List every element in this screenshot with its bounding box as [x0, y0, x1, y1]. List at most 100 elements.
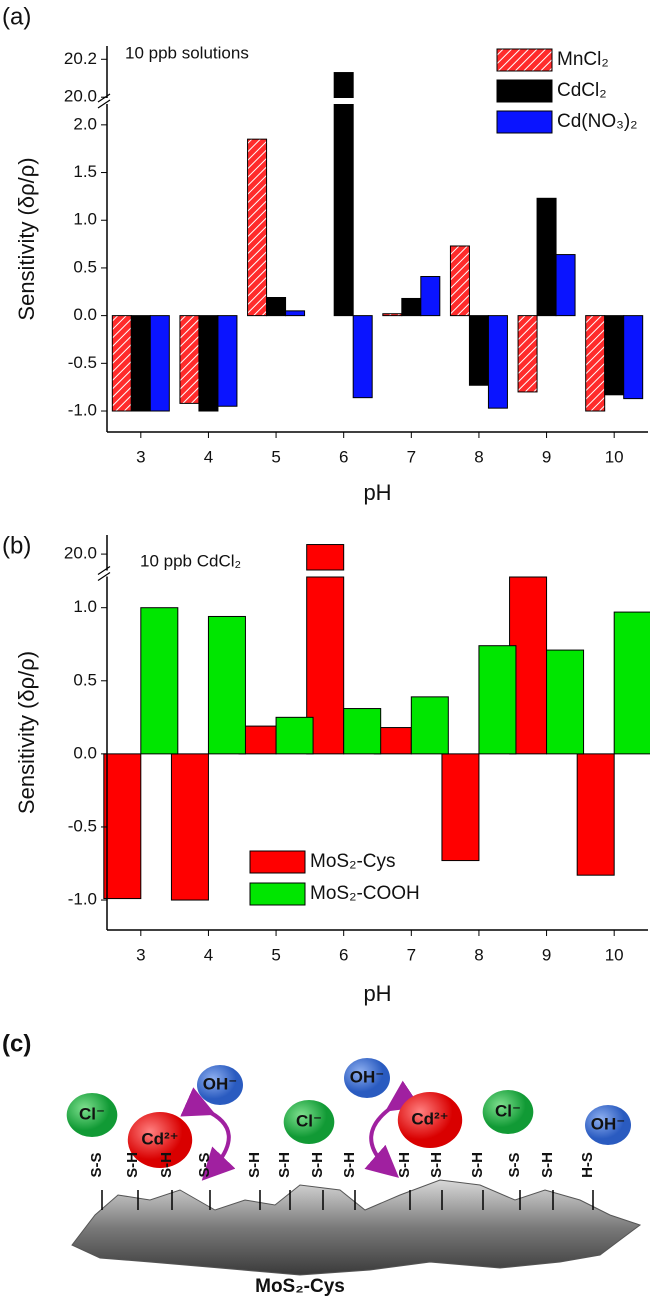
- y-tick-label: 2.0: [73, 114, 97, 133]
- x-tick-label: 7: [407, 447, 416, 466]
- bond-label: S-H: [246, 1152, 263, 1178]
- bond-label: H-S: [579, 1152, 596, 1178]
- bond-label: S-H: [539, 1152, 556, 1178]
- bar: [420, 276, 441, 317]
- x-tick-label: 7: [407, 945, 416, 964]
- bond-label: S-H: [396, 1152, 413, 1178]
- chart: (a) 10 ppb solutions Sensitivity (δρ/ρ) pH -…: [2, 3, 650, 505]
- y-tick-label: -0.5: [68, 816, 97, 835]
- axis-break: [97, 570, 650, 577]
- x-tick-label: 9: [542, 447, 551, 466]
- x-axis-label: pH: [363, 480, 391, 505]
- bar: [441, 753, 480, 862]
- ion: [482, 1090, 534, 1134]
- ion-label: OH⁻: [203, 1074, 237, 1093]
- y-tick-label: 20.0: [64, 544, 97, 563]
- legend-label: MoS₂-Cys: [310, 851, 396, 872]
- bar: [546, 649, 585, 755]
- bar: [487, 315, 508, 409]
- bar: [130, 315, 151, 412]
- annotation: 10 ppb CdCl₂: [140, 551, 241, 570]
- bar: [449, 245, 470, 317]
- bar: [468, 315, 489, 386]
- diagram: MoS₂-Cys Cl⁻ Cd²⁺ OH⁻ Cl⁻ OH⁻ Cd²⁺ Cl⁻ OH⁻ S-S S-H…: [66, 1058, 642, 1297]
- legend-label: CdCl₂: [557, 80, 607, 101]
- bar: [140, 607, 179, 755]
- x-tick-label: 10: [605, 945, 624, 964]
- bar: [382, 313, 403, 317]
- ion: [283, 1100, 335, 1144]
- y-axis-label: Sensitivity (δρ/ρ): [14, 651, 39, 814]
- legend-swatch: [496, 48, 553, 72]
- bar: [333, 100, 354, 317]
- x-tick-label: 6: [339, 945, 348, 964]
- bond-label: S-H: [276, 1152, 293, 1178]
- bar: [352, 315, 373, 399]
- panel-label: (a): [2, 3, 31, 30]
- surface: [71, 1179, 642, 1276]
- bar: [410, 696, 449, 755]
- ion: [197, 1065, 243, 1105]
- bond-label: S-S: [506, 1152, 523, 1177]
- bond-label: S-H: [124, 1152, 141, 1178]
- bond-label: S-H: [309, 1152, 326, 1178]
- bond-label: S-S: [88, 1152, 105, 1177]
- bar: [343, 708, 382, 755]
- y-tick-label: 0.5: [73, 670, 97, 689]
- x-tick-label: 3: [136, 447, 145, 466]
- y-tick-label: 20.2: [64, 49, 97, 68]
- bar: [198, 315, 219, 412]
- ion-label: Cd²⁺: [141, 1129, 178, 1148]
- bar: [613, 611, 650, 755]
- legend-swatch: [249, 850, 306, 874]
- y-tick-label: 0.5: [73, 257, 97, 276]
- bond-label: S-H: [428, 1152, 445, 1178]
- bar: [111, 315, 132, 412]
- bar: [149, 315, 170, 412]
- bar: [266, 297, 287, 317]
- bar: [555, 254, 576, 317]
- ion-label: Cl⁻: [495, 1101, 521, 1120]
- bar: [103, 753, 142, 900]
- legend-label: MoS₂-COOH: [310, 883, 420, 904]
- legend-swatch: [496, 79, 553, 103]
- axis-break-mark: [97, 93, 111, 109]
- arrow: [180, 1087, 236, 1181]
- y-tick-label: -1.0: [68, 890, 97, 909]
- bar: [207, 615, 246, 755]
- y-tick-label: -1.0: [68, 400, 97, 419]
- y-axis-label: Sensitivity (δρ/ρ): [14, 157, 39, 320]
- ion-label: Cl⁻: [296, 1111, 322, 1130]
- ion: [127, 1112, 193, 1168]
- bond-label: S-H: [158, 1152, 175, 1178]
- bar: [179, 315, 200, 404]
- ion-label: Cd²⁺: [411, 1109, 448, 1128]
- chart: (b) 10 ppb CdCl₂ Sensitivity (δρ/ρ) pH -1.0 -…: [2, 532, 650, 1006]
- bar: [576, 753, 615, 876]
- bar: [247, 138, 268, 317]
- legend-label: MnCl₂: [557, 49, 609, 70]
- ion-label: Cl⁻: [79, 1104, 105, 1123]
- bond-label: S-H: [341, 1152, 358, 1178]
- y-tick-label: 1.0: [73, 210, 97, 229]
- bar: [333, 72, 354, 102]
- bar: [285, 310, 306, 317]
- x-tick-label: 8: [474, 447, 483, 466]
- y-tick-label: 1.0: [73, 597, 97, 616]
- x-tick-label: 4: [204, 945, 213, 964]
- bar: [170, 753, 209, 901]
- bond-label: S-H: [469, 1152, 486, 1178]
- x-tick-label: 3: [136, 945, 145, 964]
- arrow: [364, 1080, 421, 1178]
- bar: [536, 197, 557, 317]
- x-axis-label: pH: [363, 981, 391, 1006]
- ion: [344, 1058, 390, 1098]
- bar: [401, 297, 422, 317]
- legend-swatch: [496, 110, 553, 134]
- y-tick-label: 0.0: [73, 743, 97, 762]
- y-tick-label: 0.0: [73, 305, 97, 324]
- x-tick-label: 4: [204, 447, 213, 466]
- x-tick-label: 10: [605, 447, 624, 466]
